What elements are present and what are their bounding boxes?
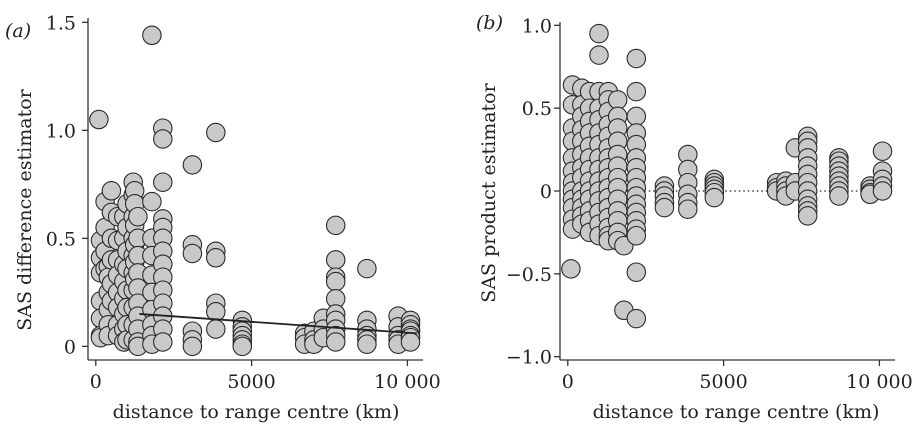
- data-point: [626, 106, 647, 127]
- data-point: [325, 215, 346, 236]
- data-point: [607, 90, 628, 110]
- data-point: [561, 259, 581, 279]
- axes-a: [87, 18, 423, 361]
- data-point: [142, 25, 162, 46]
- data-point: [872, 181, 893, 201]
- data-point: [357, 334, 377, 354]
- data-point: [89, 109, 109, 130]
- data-point: [797, 206, 818, 226]
- data-point: [626, 225, 647, 246]
- data-point: [153, 172, 173, 192]
- panel-label-b: (b): [476, 12, 503, 34]
- scatter-panel-a: (a) SAS difference estimator distance to…: [5, 12, 441, 423]
- y-tick-label: 0: [64, 336, 76, 358]
- data-point: [325, 271, 346, 292]
- data-point: [182, 243, 203, 264]
- x-tick-label: 5000: [699, 371, 747, 393]
- data-point: [232, 336, 253, 357]
- y-tick-label: −1.0: [506, 347, 552, 369]
- points-a: [89, 25, 421, 357]
- ticks-a: 0 0.5 1.0 1.5 0 5000 10 000: [46, 12, 441, 393]
- y-tick-label: 1.0: [46, 120, 76, 142]
- y-tick-label: 0.5: [522, 98, 552, 120]
- data-point: [153, 129, 173, 149]
- y-tick-label: −0.5: [506, 264, 552, 286]
- data-point: [206, 248, 226, 268]
- data-point: [678, 199, 698, 219]
- y-tick-label: 0: [540, 181, 552, 203]
- data-point: [626, 81, 647, 102]
- data-point: [400, 332, 421, 352]
- data-point: [182, 336, 203, 357]
- data-point: [182, 155, 203, 175]
- data-point: [589, 45, 609, 65]
- data-point: [626, 308, 647, 329]
- data-point: [206, 319, 226, 339]
- data-point: [704, 187, 725, 208]
- panel-label-a: (a): [5, 20, 31, 42]
- data-point: [142, 191, 162, 212]
- x-axis-label-b: distance to range centre (km): [593, 401, 880, 423]
- x-axis-label-a: distance to range centre (km): [113, 401, 400, 423]
- data-point: [357, 258, 377, 279]
- y-tick-label: 1.0: [522, 15, 552, 37]
- data-point: [153, 332, 173, 352]
- data-point: [325, 250, 346, 270]
- ticks-b: −1.0 −0.5 0 0.5 1.0 0 5000 10 000: [506, 15, 913, 393]
- regression-line: [139, 313, 417, 335]
- scatter-panel-b: (b) SAS product estimator distance to ra…: [476, 12, 913, 423]
- data-point: [872, 141, 893, 161]
- overlay-a: [139, 313, 417, 335]
- y-tick-label: 1.5: [46, 12, 76, 34]
- x-tick-label: 0: [90, 371, 102, 393]
- data-point: [325, 332, 346, 352]
- data-point: [626, 48, 647, 69]
- data-point: [589, 23, 609, 44]
- x-tick-label: 5000: [227, 371, 275, 393]
- x-tick-label: 10 000: [374, 371, 440, 393]
- x-tick-label: 0: [562, 371, 574, 393]
- data-point: [626, 262, 647, 282]
- y-tick-label: 0.5: [46, 228, 76, 250]
- y-axis-label-a: SAS difference estimator: [14, 88, 36, 330]
- x-tick-label: 10 000: [846, 371, 912, 393]
- y-axis-label-b: SAS product estimator: [478, 82, 500, 302]
- data-point: [654, 197, 675, 218]
- data-point: [101, 181, 122, 201]
- points-b: [561, 23, 893, 329]
- data-point: [128, 206, 148, 227]
- data-point: [829, 186, 849, 206]
- data-point: [206, 122, 226, 143]
